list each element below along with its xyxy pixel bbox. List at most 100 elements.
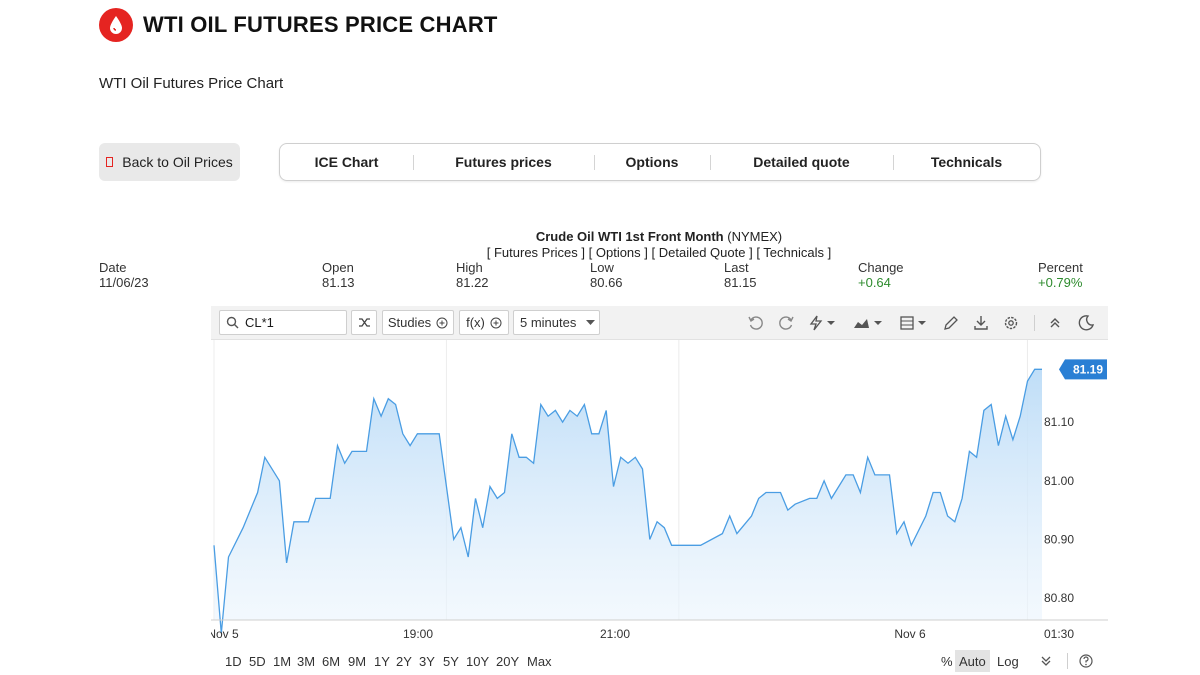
download-icon[interactable] [972, 314, 990, 332]
link-technicals[interactable]: [ Technicals ] [756, 245, 832, 260]
tab-ice-chart[interactable]: ICE Chart [314, 154, 379, 170]
range-3y[interactable]: 3Y [419, 654, 435, 669]
quote-percent: Percent +0.79% [1038, 260, 1083, 290]
quote-open: Open 81.13 [322, 260, 355, 290]
studies-button[interactable]: Studies [382, 310, 454, 335]
x-tick-label: Nov 5 [211, 627, 239, 641]
page-title: WTI OIL FUTURES PRICE CHART [143, 12, 498, 37]
range-1y[interactable]: 1Y [374, 654, 390, 669]
y-tick-label: 80.90 [1044, 532, 1074, 546]
percent-scale-button[interactable]: % [941, 653, 953, 669]
y-tick-label: 81.10 [1044, 415, 1074, 429]
range-selector: 1D 5D 1M 3M 6M 9M 1Y 2Y 3Y 5Y 10Y 20Y Ma… [211, 648, 1108, 675]
y-tick-label: 81.00 [1044, 474, 1074, 488]
plus-circle-icon [436, 317, 448, 328]
x-tick-label: 21:00 [600, 627, 630, 641]
back-button-label: Back to Oil Prices [122, 154, 233, 170]
high-value: 81.22 [456, 275, 489, 290]
range-6m[interactable]: 6M [322, 654, 341, 669]
percent-value: +0.79% [1038, 275, 1083, 290]
quote-low: Low 80.66 [590, 260, 623, 290]
change-label: Change [858, 260, 904, 275]
compare-button[interactable] [351, 310, 377, 335]
last-value: 81.15 [724, 275, 757, 290]
shuffle-icon [358, 318, 370, 327]
log-scale-button[interactable]: Log [997, 653, 1019, 669]
tab-detailed-quote[interactable]: Detailed quote [710, 144, 893, 180]
price-line [213, 368, 1042, 634]
gear-icon[interactable] [1002, 314, 1020, 332]
change-value: +0.64 [858, 275, 891, 290]
y-tick-label: 80.80 [1044, 591, 1074, 605]
functions-button[interactable]: f(x) [459, 310, 509, 335]
link-detailed-quote[interactable]: [ Detailed Quote ] [651, 245, 753, 260]
moon-icon[interactable] [1077, 314, 1095, 332]
date-value: 11/06/23 [99, 275, 149, 290]
percent-label: Percent [1038, 260, 1083, 275]
tab-futures-prices[interactable]: Futures prices [413, 144, 594, 180]
quote-high: High 81.22 [456, 260, 489, 290]
range-1d[interactable]: 1D [225, 654, 242, 669]
low-value: 80.66 [590, 275, 623, 290]
oil-drop-icon [99, 8, 133, 42]
range-9m[interactable]: 9M [348, 654, 367, 669]
back-icon [106, 157, 114, 167]
range-10y[interactable]: 10Y [466, 654, 490, 669]
link-futures-prices[interactable]: [ Futures Prices ] [486, 245, 586, 260]
open-label: Open [322, 260, 354, 275]
sub-navigation: ICE Chart Futures prices Options Detaile… [279, 143, 1041, 181]
instrument-heading: Crude Oil WTI 1st Front Month (NYMEX) [ … [409, 229, 909, 261]
chevron-down-icon [586, 319, 596, 325]
auto-scale-button[interactable]: Auto [955, 650, 990, 672]
price-area-fill [214, 369, 1042, 634]
range-2y[interactable]: 2Y [396, 654, 412, 669]
symbol-value: CL*1 [245, 315, 274, 330]
range-max[interactable]: Max [527, 654, 552, 669]
x-tick-label: 19:00 [403, 627, 433, 641]
open-value: 81.13 [322, 275, 355, 290]
tab-technicals[interactable]: Technicals [893, 144, 1040, 180]
x-tick-label: Nov 6 [894, 627, 926, 641]
pencil-icon[interactable] [942, 314, 960, 332]
search-icon [226, 316, 239, 329]
instrument-exchange: (NYMEX) [727, 229, 783, 244]
chart-toolbar: CL*1 Studies f(x) 5 minutes [211, 306, 1108, 340]
range-5y[interactable]: 5Y [443, 654, 459, 669]
page-header: WTI OIL FUTURES PRICE CHART [99, 8, 498, 42]
range-5d[interactable]: 5D [249, 654, 266, 669]
x-tick-label: 01:30 [1044, 627, 1074, 641]
symbol-search-input[interactable]: CL*1 [219, 310, 347, 335]
range-3m[interactable]: 3M [297, 654, 316, 669]
studies-label: Studies [387, 315, 432, 330]
range-1m[interactable]: 1M [273, 654, 292, 669]
layout-icon[interactable] [899, 314, 929, 332]
expand-down-icon[interactable] [1039, 650, 1053, 672]
plus-circle-icon [490, 317, 502, 328]
low-label: Low [590, 260, 614, 275]
redo-icon[interactable] [777, 314, 795, 332]
link-options[interactable]: [ Options ] [588, 245, 648, 260]
rangebar-divider [1067, 653, 1068, 669]
chart-type-icon[interactable] [852, 314, 884, 332]
quote-change: Change +0.64 [858, 260, 904, 290]
instrument-name: Crude Oil WTI 1st Front Month [535, 229, 724, 244]
date-label: Date [99, 260, 127, 275]
last-label: Last [724, 260, 749, 275]
price-chart[interactable]: 81.10 81.00 80.90 80.80 Nov 5 19:00 21:00 Nov 6… [207, 340, 1108, 645]
quote-last: Last 81.15 [724, 260, 757, 290]
last-price-label: 81.19 [1073, 362, 1103, 376]
interval-label: 5 minutes [520, 315, 577, 330]
range-20y[interactable]: 20Y [496, 654, 520, 669]
interval-select[interactable]: 5 minutes [513, 310, 600, 335]
tab-options[interactable]: Options [594, 144, 710, 180]
instrument-links: [ Futures Prices ] [ Options ] [ Detaile… [409, 245, 909, 261]
collapse-up-icon[interactable] [1046, 314, 1064, 332]
page-subtitle: WTI Oil Futures Price Chart [99, 75, 284, 92]
lightning-icon[interactable] [807, 314, 837, 332]
back-to-oil-prices-button[interactable]: Back to Oil Prices [99, 143, 240, 181]
toolbar-divider [1034, 315, 1035, 331]
help-icon[interactable] [1078, 650, 1094, 672]
undo-icon[interactable] [747, 314, 765, 332]
quote-date: Date 11/06/23 [99, 260, 149, 290]
functions-label: f(x) [466, 315, 485, 330]
